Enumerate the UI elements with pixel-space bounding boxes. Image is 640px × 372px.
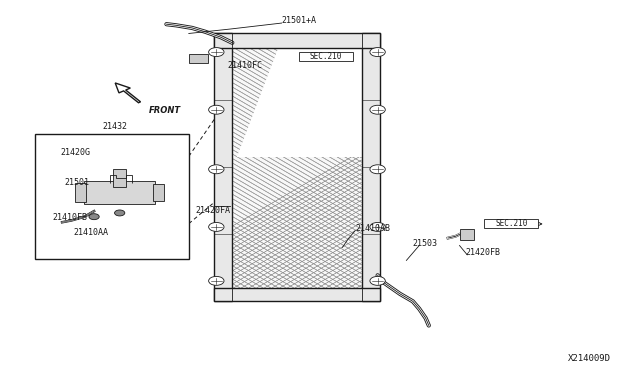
Bar [362,33,380,301]
Bar [460,229,474,240]
Bar [113,169,126,187]
Text: 21420FA: 21420FA [195,206,230,215]
Circle shape [370,276,385,285]
Circle shape [370,165,385,174]
Text: SEC.210: SEC.210 [310,52,342,61]
Bar [214,33,380,48]
Polygon shape [237,33,362,157]
Text: X214009D: X214009D [568,354,611,363]
Bar [189,54,208,63]
Circle shape [370,222,385,231]
Text: 21410FB: 21410FB [52,213,88,222]
Text: 21503: 21503 [413,239,438,248]
Text: 21501: 21501 [64,178,89,187]
Bar [214,33,232,301]
Text: FRONT: FRONT [149,106,181,115]
Text: 21410AA: 21410AA [74,228,109,237]
Polygon shape [237,33,362,157]
Bar [84,180,155,204]
Bar [153,184,164,201]
Bar [232,33,362,301]
Text: 21420FB: 21420FB [466,248,501,257]
Circle shape [370,105,385,114]
Text: 21410FC: 21410FC [227,61,262,70]
Text: 21420G: 21420G [61,148,91,157]
Text: 21501+A: 21501+A [282,16,317,25]
FancyBboxPatch shape [299,52,353,61]
Text: 21432: 21432 [102,122,127,131]
Circle shape [209,105,224,114]
Circle shape [89,214,99,219]
Circle shape [115,210,125,216]
Circle shape [209,276,224,285]
Text: SEC.210: SEC.210 [495,219,527,228]
Circle shape [209,222,224,231]
Circle shape [209,165,224,174]
Bar [35,134,189,259]
Circle shape [370,48,385,57]
Bar [75,183,86,202]
Text: 21410AB: 21410AB [355,224,390,233]
Circle shape [209,48,224,57]
FancyBboxPatch shape [484,219,538,228]
Bar [232,33,362,301]
Bar [214,288,380,301]
